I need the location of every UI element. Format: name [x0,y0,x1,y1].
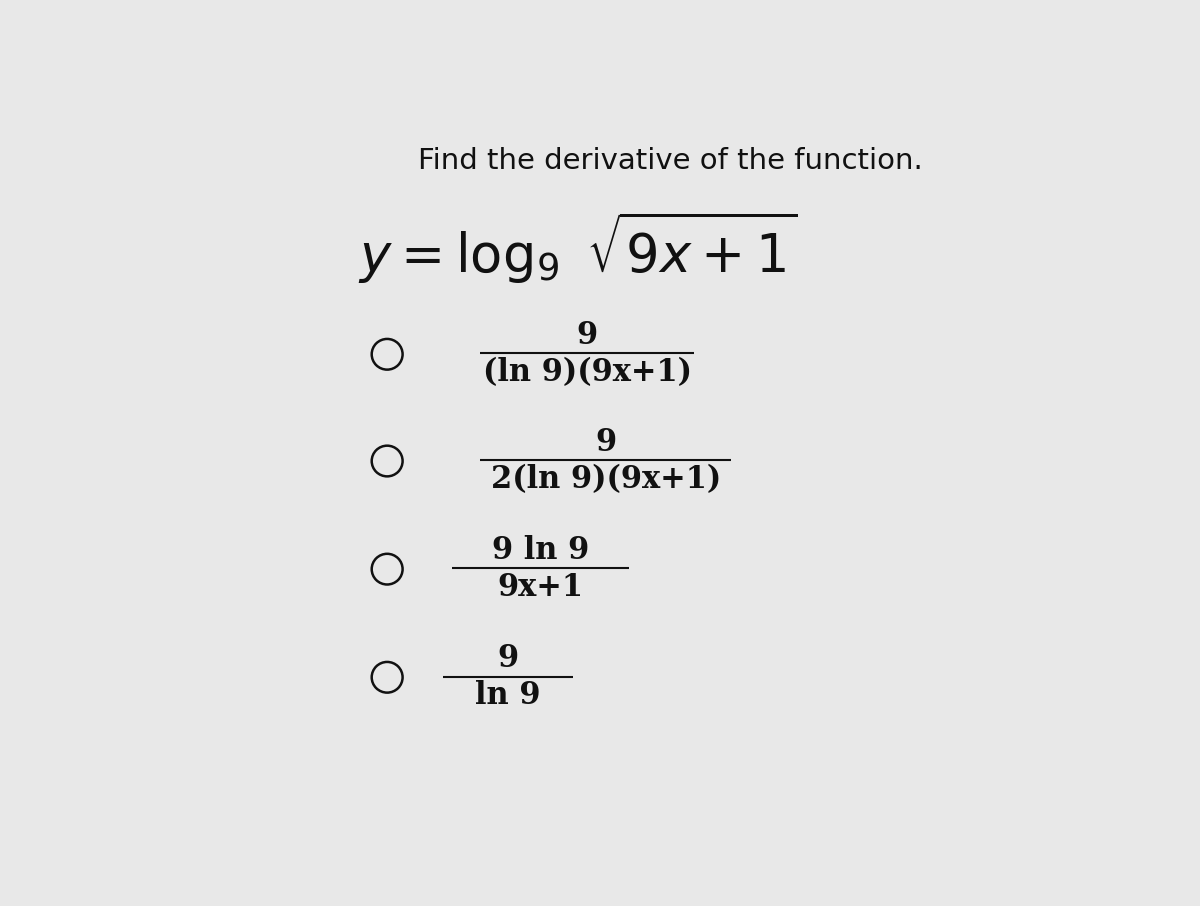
Text: 9: 9 [498,643,518,674]
Text: 9 ln 9: 9 ln 9 [492,535,589,566]
Text: 9: 9 [595,427,617,458]
Text: 9x+1: 9x+1 [498,572,583,602]
Text: (ln 9)(9x+1): (ln 9)(9x+1) [482,357,691,388]
Text: ln 9: ln 9 [475,680,541,711]
Text: 2(ln 9)(9x+1): 2(ln 9)(9x+1) [491,464,721,495]
Text: Find the derivative of the function.: Find the derivative of the function. [419,147,923,175]
Text: 9: 9 [576,320,598,351]
Text: $y = \log_9\ \sqrt{9x + 1}$: $y = \log_9\ \sqrt{9x + 1}$ [358,210,798,286]
